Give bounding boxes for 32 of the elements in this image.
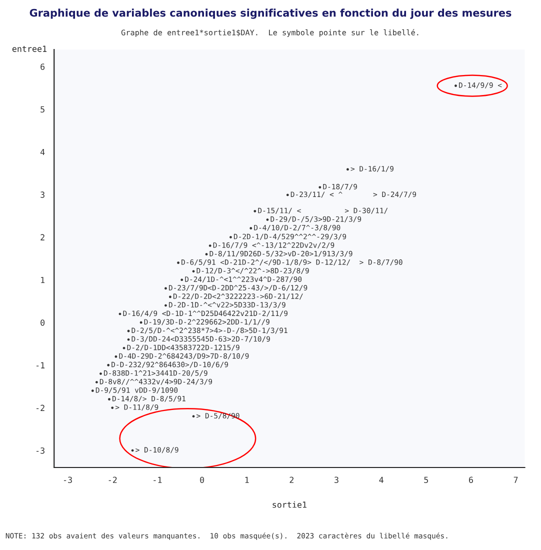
x-tick-label: 7: [514, 476, 518, 483]
y-tick-label: 5: [40, 106, 44, 113]
x-tick-label: 2: [290, 476, 294, 483]
x-axis-title: sortie1: [272, 501, 306, 508]
y-tick-label: -2: [36, 404, 44, 411]
point: [266, 218, 269, 221]
point: [114, 355, 118, 358]
point: [95, 380, 98, 384]
x-tick-label: 5: [424, 476, 428, 484]
x-tick-label: -3: [64, 476, 72, 484]
x-tick-label: 1: [245, 476, 249, 483]
y-tick-label: -3: [36, 447, 44, 454]
y-tick-label: 4: [40, 148, 45, 156]
y-tick-label: -1: [36, 362, 45, 368]
x-tick-label: -2: [108, 476, 117, 483]
point: [107, 364, 110, 366]
chart-title: Graphique de variables canoniques significatives en fonction du jour des mesures: [30, 8, 512, 19]
x-tick-label: 0: [200, 476, 204, 484]
y-axis-title: entree1: [12, 46, 46, 52]
y-tick-label: 1: [41, 276, 45, 284]
x-tick-label: 4: [379, 476, 384, 483]
y-tick-label: 2: [40, 234, 44, 240]
y-tick-label: 0: [40, 319, 45, 326]
point: [254, 210, 256, 212]
y-tick-label: 6: [40, 64, 45, 70]
point: [168, 296, 172, 298]
point: [286, 194, 289, 196]
x-tick-label: 3: [334, 476, 338, 484]
x-tick-label: 6: [469, 476, 473, 484]
point: [180, 278, 184, 282]
y-tick-label: 3: [40, 192, 44, 198]
x-tick-label: -1: [154, 476, 162, 483]
